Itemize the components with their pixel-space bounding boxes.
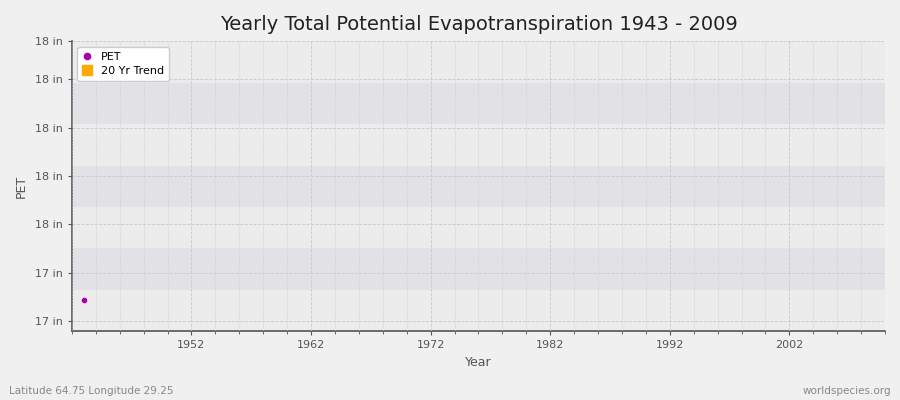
Text: Latitude 64.75 Longitude 29.25: Latitude 64.75 Longitude 29.25 [9,386,174,396]
Y-axis label: PET: PET [15,175,28,198]
Text: worldspecies.org: worldspecies.org [803,386,891,396]
Bar [72,290,885,332]
Bar [72,248,885,290]
Legend: PET, 20 Yr Trend: PET, 20 Yr Trend [77,47,169,81]
X-axis label: Year: Year [465,356,491,369]
Bar [72,82,885,124]
Bar [72,207,885,248]
Bar [72,166,885,207]
Title: Yearly Total Potential Evapotranspiration 1943 - 2009: Yearly Total Potential Evapotranspiratio… [220,15,737,34]
Bar [72,41,885,82]
Bar [72,124,885,166]
